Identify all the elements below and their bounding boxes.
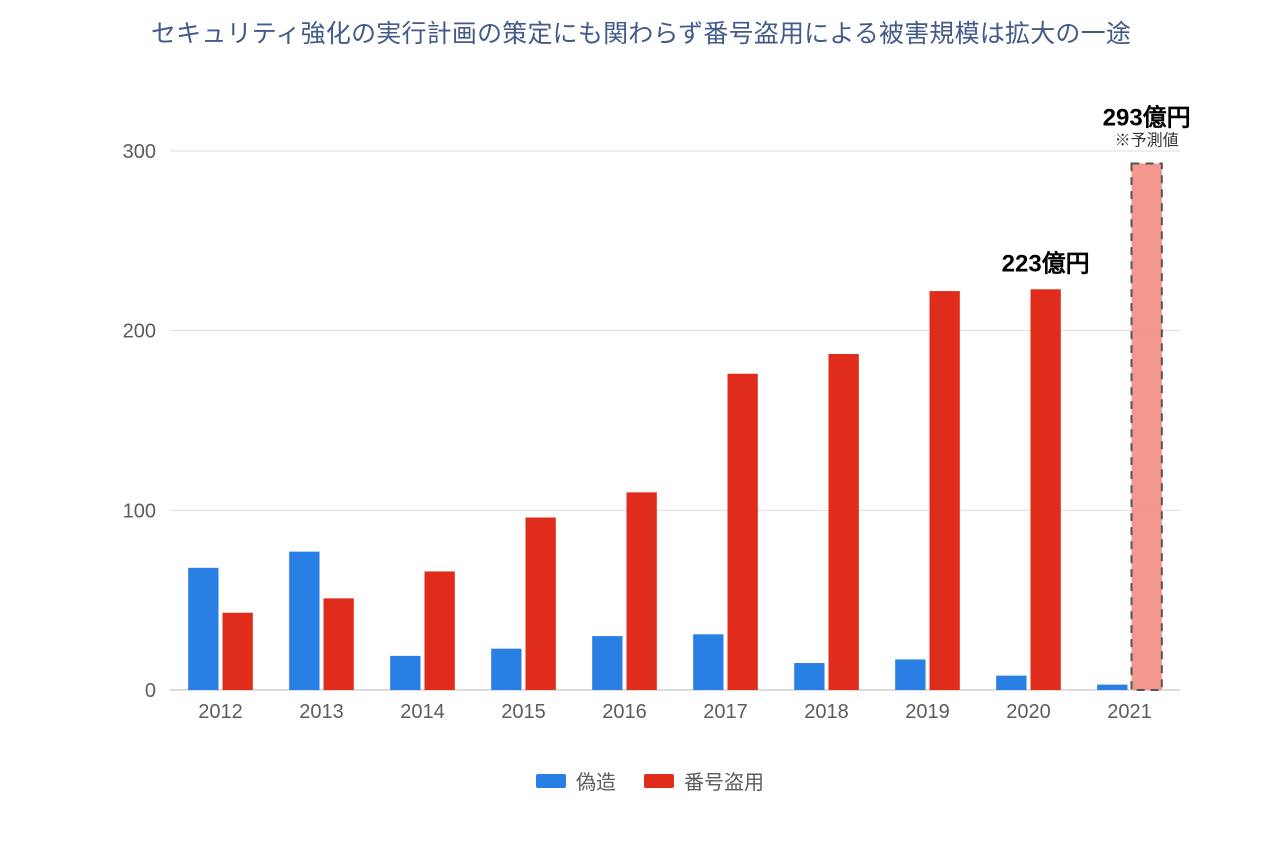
bar xyxy=(425,571,455,690)
legend-item-1: 番号盗用 xyxy=(644,766,764,795)
legend-label-1: 番号盗用 xyxy=(684,766,764,795)
x-tick-label: 2017 xyxy=(703,701,748,723)
y-tick-label: 100 xyxy=(123,500,156,522)
bar xyxy=(592,636,622,690)
bar xyxy=(794,663,824,690)
x-tick-label: 2015 xyxy=(501,701,546,723)
bar xyxy=(390,656,420,690)
chart-title: セキュリティ強化の実行計画の策定にも関わらず番号盗用による被害規模は拡大の一途 xyxy=(0,14,1282,50)
bar xyxy=(728,374,758,690)
x-tick-label: 2014 xyxy=(400,701,445,723)
bar-annotation: 223億円 xyxy=(1002,249,1090,277)
legend-label-0: 偽造 xyxy=(576,766,616,795)
bar xyxy=(491,649,521,690)
x-tick-label: 2019 xyxy=(905,701,950,723)
x-tick-label: 2020 xyxy=(1006,701,1051,723)
legend: 偽造 番号盗用 xyxy=(100,766,1200,795)
bar xyxy=(996,676,1026,690)
bar xyxy=(693,634,723,690)
legend-item-0: 偽造 xyxy=(536,766,616,795)
bar-chart-svg: 0 100 200 300 2012 2013 2014 2015 2016 2017 2018 20… xyxy=(100,85,1200,805)
legend-swatch-0 xyxy=(536,774,566,788)
legend-swatch-1 xyxy=(644,774,674,788)
bar xyxy=(1132,164,1162,690)
bar xyxy=(895,659,925,690)
bar xyxy=(930,291,960,690)
chart-area: 0 100 200 300 2012 2013 2014 2015 2016 2017 2018 20… xyxy=(100,85,1200,805)
bar-annotation: 293億円 xyxy=(1103,104,1191,132)
x-tick-label: 2016 xyxy=(602,701,647,723)
y-tick-label: 0 xyxy=(145,680,156,702)
bar xyxy=(1031,289,1061,690)
bar-annotation-sub: ※予測値 xyxy=(1115,132,1179,150)
x-tick-label: 2012 xyxy=(198,701,243,723)
bar xyxy=(1097,685,1127,690)
bar xyxy=(627,492,657,690)
bar xyxy=(289,552,319,690)
y-tick-label: 200 xyxy=(123,321,156,343)
bar xyxy=(324,598,354,690)
bar xyxy=(188,568,218,690)
bar xyxy=(829,354,859,690)
x-tick-label: 2018 xyxy=(804,701,849,723)
bar xyxy=(223,613,253,690)
bar xyxy=(526,518,556,691)
x-tick-label: 2021 xyxy=(1107,701,1152,723)
y-tick-label: 300 xyxy=(123,141,156,163)
x-tick-label: 2013 xyxy=(299,701,344,723)
